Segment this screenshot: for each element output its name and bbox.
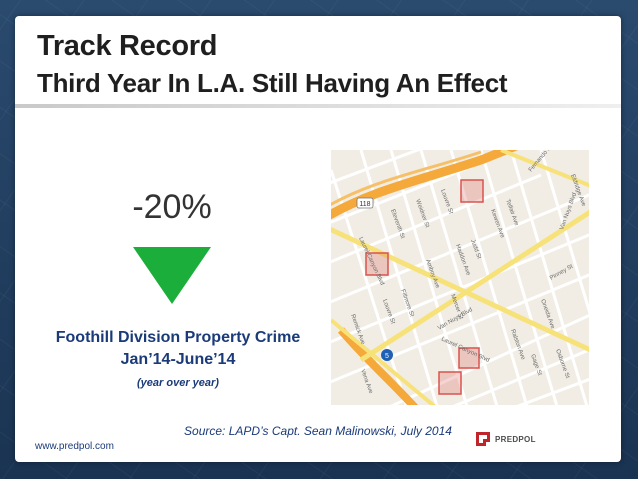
svg-text:Vena Ave: Vena Ave — [359, 369, 374, 395]
slide: Track Record Third Year In L.A. Still Ha… — [15, 16, 621, 462]
down-arrow-icon — [133, 247, 211, 304]
metric-period: Jan’14-June’14 — [120, 351, 236, 368]
svg-text:Pinney St: Pinney St — [549, 264, 575, 282]
slide-title: Track Record — [37, 30, 218, 62]
predpol-logo-icon — [476, 432, 490, 446]
predpol-logo-text: PREDPOL — [495, 434, 536, 444]
percent-change: -20% — [132, 188, 212, 226]
footer-url[interactable]: www.predpol.com — [35, 441, 114, 452]
title-divider — [15, 104, 621, 108]
slide-subtitle: Third Year In L.A. Still Having An Effec… — [37, 68, 508, 98]
metric-note: (year over year) — [137, 377, 219, 389]
svg-text:118: 118 — [359, 201, 370, 208]
predpol-logo: PREDPOL — [475, 431, 536, 447]
source-citation: Source: LAPD’s Capt. Sean Malinowski, Ju… — [184, 424, 452, 438]
svg-text:Louvre St: Louvre St — [439, 189, 454, 215]
svg-text:Telfair Ave: Telfair Ave — [504, 199, 519, 228]
metric-label: Foothill Division Property Crime — [55, 329, 301, 346]
street-map: 118 5 Fernando Rd Van Nuys Blvd Laurel C… — [331, 150, 589, 405]
svg-text:5: 5 — [385, 353, 389, 360]
